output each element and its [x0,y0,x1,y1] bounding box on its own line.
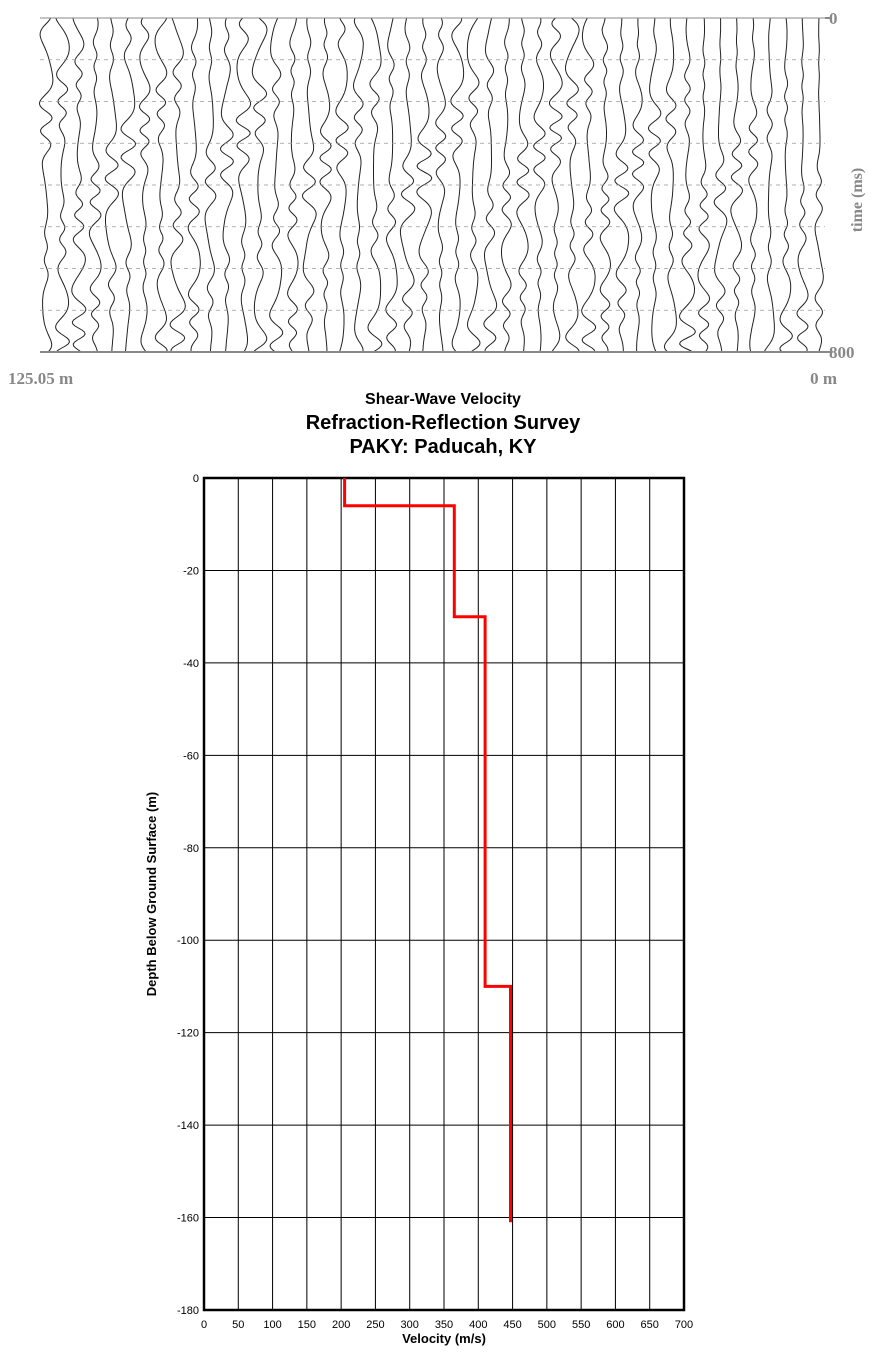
x-tick-label: 200 [332,1319,350,1331]
y-tick-label: -60 [183,750,199,762]
x-tick-label: 600 [606,1319,624,1331]
seismic-trace [367,17,383,353]
seismic-trace [120,17,137,353]
x-tick-label: 125.05 m [8,369,73,388]
y-tick-label: -160 [177,1213,199,1225]
y-tick-label: 0 [193,473,199,485]
x-tick-label: 450 [503,1319,521,1331]
x-axis-label: Velocity (m/s) [402,1331,486,1346]
plot-frame [202,476,686,1312]
seismic-trace [516,17,530,353]
y-tick-label: -180 [177,1305,199,1317]
seismic-trace [38,17,54,353]
seismic-trace [88,17,102,353]
seismic-trace [748,17,759,353]
x-tick-label: 50 [232,1319,244,1331]
x-tick-label: 100 [263,1319,281,1331]
seismic-trace [187,17,201,353]
y-tick-label: -40 [183,658,199,670]
chart-title: Refraction-Reflection Survey [306,412,581,434]
x-tick-label: 500 [538,1319,556,1331]
seismic-trace [501,17,512,353]
seismic-trace [204,17,217,353]
seismic-trace [352,17,364,353]
y-tick-label: 800 [829,343,855,362]
x-tick-label: 150 [298,1319,316,1331]
x-tick-label: 0 m [810,369,837,388]
seismic-trace [220,17,234,353]
seismic-trace [581,17,597,353]
y-tick-label: -20 [183,565,199,577]
velocity-profile [343,478,512,1223]
y-tick-label: -140 [177,1120,199,1132]
x-tick-label: 0 [201,1319,207,1331]
seismic-trace [416,17,433,353]
seismic-trace [235,17,252,353]
x-tick-label: 250 [366,1319,384,1331]
seismic-trace [55,17,70,353]
x-tick-label: 400 [469,1319,487,1331]
y-axis-label: Depth Below Ground Surface (m) [144,792,159,996]
seismic-trace [713,17,728,353]
seismic-trace [647,18,662,353]
seismic-trace [814,18,824,353]
seismic-trace [71,17,87,353]
x-tick-label: 700 [675,1319,693,1331]
seismic-trace [385,17,398,353]
y-axis-label: time (ms) [849,168,866,232]
y-tick-label: -80 [183,843,199,855]
seismic-trace [104,17,120,353]
y-tick-label: -120 [177,1028,199,1040]
chart-title: Shear-Wave Velocity [365,391,521,408]
x-tick-label: 300 [401,1319,419,1331]
chart-title: PAKY: Paducah, KY [349,436,537,458]
x-tick-label: 650 [641,1319,659,1331]
x-tick-label: 350 [435,1319,453,1331]
x-tick-label: 550 [572,1319,590,1331]
y-tick-label: -100 [177,935,199,947]
y-tick-label: 0 [829,9,838,28]
seismic-trace [678,17,696,353]
seismic-trace [697,17,711,353]
